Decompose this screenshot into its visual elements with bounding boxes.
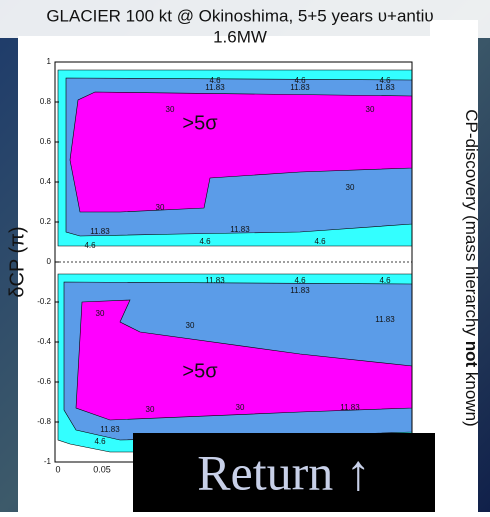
contour-label: 4.6 [84, 241, 96, 250]
contour-label: 11.83 [205, 83, 225, 92]
y-axis-label: δCP (π) [6, 226, 28, 297]
return-button[interactable] [133, 433, 435, 512]
contour-label: 11.83 [290, 83, 310, 92]
y-tick-label: 0.8 [40, 97, 52, 106]
return-button-label[interactable]: Return ↑ [197, 444, 371, 500]
contour-label: 4.6 [209, 76, 221, 85]
title: GLACIER 100 kt @ Okinoshima, 5+5 years υ… [46, 6, 433, 25]
contour-label: 11.83 [340, 403, 360, 412]
contour-label: 4.6 [314, 237, 326, 246]
y-tick-label: 0.2 [40, 217, 52, 226]
title-panel [0, 0, 490, 38]
contour-label: 11.83 [375, 315, 395, 324]
y-tick-label: -0.6 [37, 377, 51, 386]
side-label-part: known) [462, 367, 481, 427]
contour-label: 4.6 [294, 276, 306, 285]
contour-label: 30 [146, 405, 155, 414]
contour-label: 30 [166, 105, 175, 114]
contour-label: 11.83 [100, 425, 120, 434]
y-tick-label: 0.6 [40, 137, 52, 146]
contour-label: 30 [346, 183, 355, 192]
contour-label: 4.6 [199, 237, 211, 246]
contour-label: 4.6 [294, 76, 306, 85]
contour-label: 4.6 [379, 276, 391, 285]
contour-label: 11.83 [90, 227, 110, 236]
contour-label: 30 [156, 203, 165, 212]
contour-label: 30 [96, 309, 105, 318]
contour-label: 11.83 [375, 83, 395, 92]
contour-label: 11.83 [290, 286, 310, 295]
region-label: >5σ [182, 360, 218, 382]
contour-label: 4.6 [379, 76, 391, 85]
contour-label: 11.83 [230, 225, 250, 234]
side-label-part: CP-discovery (mass hierarchy [462, 109, 481, 340]
y-tick-label: -0.8 [37, 417, 51, 426]
side-label: CP-discovery (mass hierarchy not known) [462, 109, 481, 426]
contour-label: 4.6 [94, 437, 106, 446]
contour-label: 11.83 [205, 276, 225, 285]
y-tick-label: -0.4 [37, 337, 51, 346]
y-tick-label: -0.2 [37, 297, 51, 306]
y-tick-label: 0 [47, 257, 52, 266]
contour-label: 30 [366, 105, 375, 114]
side-label-bold: not [462, 341, 481, 368]
y-tick-label: 0.4 [40, 177, 52, 186]
side-panel [430, 20, 478, 512]
x-tick-label: 0 [55, 464, 60, 474]
x-tick-label: 0.05 [93, 464, 111, 474]
contour-label: 30 [236, 403, 245, 412]
region-label: >5σ [182, 112, 218, 134]
subtitle: 1.6MW [213, 27, 267, 46]
contour-label: 30 [186, 321, 195, 330]
y-tick-label: 1 [47, 57, 52, 66]
y-tick-label: -1 [44, 457, 52, 466]
